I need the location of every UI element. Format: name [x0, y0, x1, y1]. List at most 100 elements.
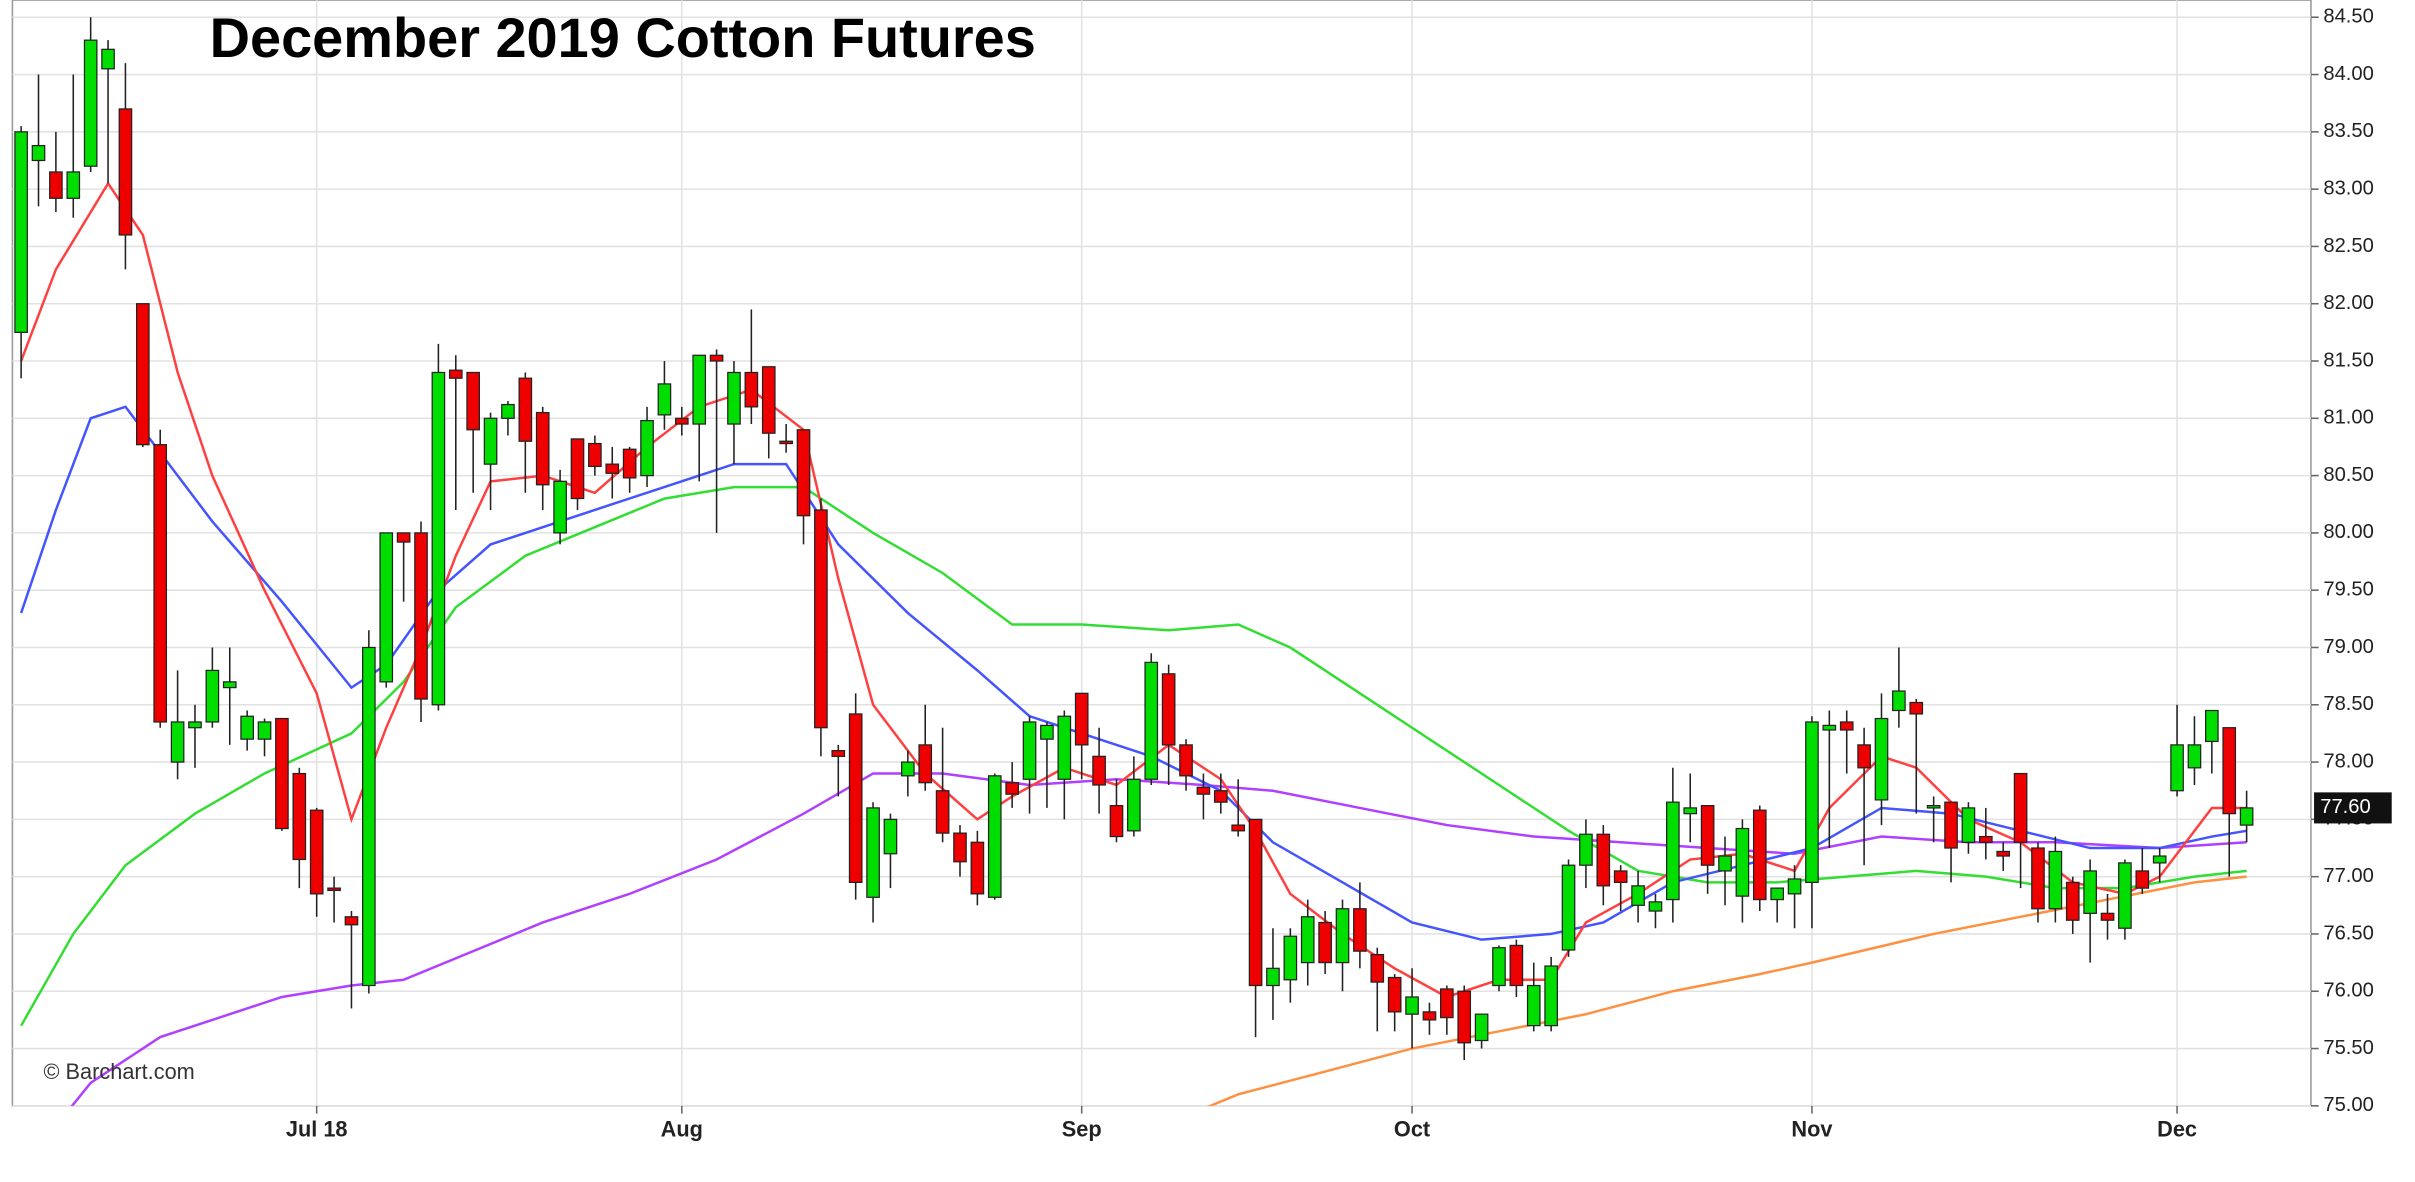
candle-body [1944, 801, 1958, 849]
candle-body [640, 419, 654, 477]
candle-body [1109, 804, 1124, 838]
candle-body [1266, 967, 1280, 987]
candle-body [779, 440, 793, 445]
candle-body [1335, 908, 1350, 964]
candle-body [848, 713, 863, 884]
candle-body [1752, 809, 1767, 901]
candle-body [692, 354, 707, 425]
candle-body [1040, 724, 1054, 740]
candle-body [448, 369, 463, 379]
candle-body [1978, 835, 1993, 843]
y-tick-label: 83.00 [2323, 177, 2373, 199]
candle-body [205, 669, 220, 723]
candle-body [66, 171, 81, 199]
candle-body [814, 509, 828, 729]
candle-body [1909, 701, 1924, 715]
candle-body [918, 744, 933, 784]
candle-body [1561, 864, 1576, 951]
candle-body [1144, 661, 1159, 780]
candle-body [518, 377, 533, 442]
candle-body [431, 371, 446, 706]
candle-body [1683, 807, 1698, 815]
candle-body [1422, 1011, 1437, 1021]
candle-body [1996, 850, 2011, 857]
candle-body [1613, 870, 1628, 884]
candle-body [953, 832, 967, 863]
candle-body [1492, 947, 1506, 987]
candle-body [553, 480, 567, 534]
y-tick-label: 80.50 [2323, 464, 2373, 486]
candle-body [1179, 744, 1193, 777]
candle-body [49, 171, 63, 199]
candle-body [1544, 965, 1558, 1027]
candle-body [1213, 790, 1228, 803]
candle-body [1127, 778, 1141, 832]
y-tick-label: 79.50 [2323, 579, 2373, 601]
candle-body [1648, 901, 1663, 912]
candle-body [1787, 878, 1802, 895]
candle-body [2222, 727, 2237, 815]
candle-body [153, 444, 168, 723]
y-tick-label: 82.50 [2323, 235, 2373, 257]
candle-body [1300, 916, 1315, 964]
candle-body [2031, 847, 2045, 910]
candle-body [118, 108, 133, 236]
y-tick-label: 77.00 [2323, 865, 2373, 887]
candle-body [588, 442, 602, 468]
candle-body [1805, 721, 1819, 884]
candle-body [1839, 721, 1854, 731]
y-tick-label: 84.00 [2323, 63, 2373, 85]
candle-body [2135, 870, 2150, 889]
candle-body [1161, 673, 1176, 746]
y-tick-label: 75.00 [2323, 1094, 2373, 1116]
y-tick-label: 78.00 [2323, 750, 2373, 772]
moving-average [19, 405, 2247, 941]
candle-body [1735, 827, 1750, 897]
candle-body [1822, 724, 1837, 731]
candle-body [1231, 824, 1246, 832]
x-tick-label: Sep [1062, 1116, 1102, 1141]
candle-body [2065, 881, 2080, 921]
y-tick-label: 82.00 [2323, 292, 2373, 314]
candle-body [188, 721, 202, 729]
candle-body [309, 809, 324, 895]
candle-body [1457, 990, 1472, 1044]
candle-body [674, 417, 689, 425]
candle-body [709, 354, 724, 362]
candle-body [831, 749, 846, 757]
y-tick-label: 81.50 [2323, 349, 2373, 371]
candle-body [1857, 744, 1871, 769]
candle-body [1526, 984, 1541, 1027]
y-tick-label: 76.00 [2323, 980, 2373, 1002]
candle-body [135, 303, 150, 446]
candle-body [2083, 870, 2097, 914]
moving-average [19, 181, 2247, 999]
candle-body [466, 371, 481, 431]
candle-body [1005, 782, 1019, 795]
candle-body [14, 131, 28, 333]
candle-body [1700, 804, 1715, 866]
x-tick-label: Oct [1394, 1116, 1430, 1141]
candle-body [222, 681, 237, 689]
candle-body [970, 841, 985, 895]
candle-body [1579, 833, 1593, 866]
candle-body [901, 761, 915, 777]
candle-body [657, 383, 672, 416]
candle-body [1283, 935, 1298, 981]
candle-body [327, 887, 341, 892]
candle-body [761, 366, 776, 434]
candle-body [362, 646, 376, 987]
y-tick-label: 80.00 [2323, 521, 2373, 543]
candle-body [1057, 715, 1072, 780]
candle-body [744, 371, 759, 408]
candle-body [414, 532, 428, 700]
candle-body [1370, 953, 1385, 983]
candle-body [396, 532, 411, 543]
candle-body [796, 429, 811, 517]
candle-body [935, 790, 950, 834]
x-tick-label: Dec [2157, 1116, 2197, 1141]
chart-title: December 2019 Cotton Futures [210, 6, 1036, 69]
candle-body [2170, 744, 2184, 792]
candle-body [2048, 850, 2063, 910]
candle-body [2187, 744, 2202, 769]
